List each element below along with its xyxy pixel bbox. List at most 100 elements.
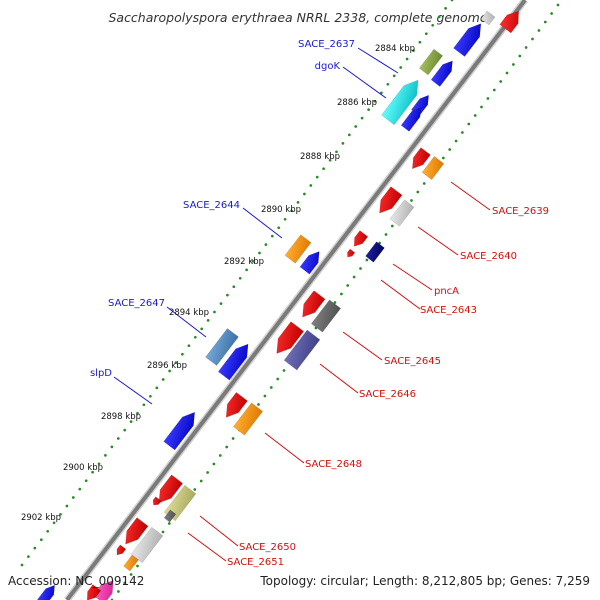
- gene-arrow[interactable]: [374, 186, 403, 218]
- gene-label[interactable]: dgoK: [315, 61, 341, 72]
- gene-arrow[interactable]: [400, 105, 425, 132]
- gene-arrow[interactable]: [408, 147, 431, 173]
- gene-arrow[interactable]: [221, 391, 248, 421]
- track-dot: [309, 184, 313, 187]
- gene-label[interactable]: SACE_2644: [183, 200, 240, 211]
- kbp-tick-label: 2884 kbp: [375, 44, 415, 54]
- gene-label[interactable]: slpD: [90, 368, 112, 379]
- gene-arrow[interactable]: [381, 75, 424, 126]
- track-dot: [20, 563, 24, 567]
- gene-arrow[interactable]: [270, 321, 305, 359]
- gene-arrow[interactable]: [36, 582, 58, 600]
- gene-label[interactable]: SACE_2639: [492, 206, 549, 217]
- track-dot: [129, 420, 133, 423]
- track-dot: [129, 573, 133, 576]
- gene-label[interactable]: SACE_2646: [359, 389, 416, 400]
- track-dot: [167, 522, 171, 525]
- gene-label[interactable]: SACE_2640: [460, 251, 517, 262]
- track-dot: [46, 529, 50, 533]
- kbp-tick-label: 2898 kbp: [101, 412, 141, 422]
- genome-backbone: [64, 0, 528, 600]
- gene-arrow[interactable]: [430, 58, 457, 87]
- gene-block[interactable]: [163, 509, 177, 523]
- kbp-tick-label: 2902 kbp: [21, 513, 61, 523]
- track-dot: [543, 20, 547, 24]
- track-dot: [238, 276, 242, 280]
- gene-label[interactable]: SACE_2650: [239, 542, 296, 553]
- track-dot: [492, 88, 496, 92]
- gene-arrow[interactable]: [350, 230, 369, 250]
- topology-text: Topology: circular; Length: 8,212,805 bp…: [259, 574, 590, 588]
- gene-arrow[interactable]: [92, 576, 119, 600]
- track-dot: [461, 131, 464, 134]
- track-dot: [367, 108, 370, 111]
- gene-label[interactable]: SACE_2648: [305, 459, 362, 470]
- gene-arrow[interactable]: [163, 408, 201, 451]
- track-dot: [276, 377, 280, 381]
- gene-block[interactable]: [389, 199, 415, 227]
- map-title: Saccharopolyspora erythraea NRRL 2338, c…: [108, 10, 487, 25]
- track-dot: [454, 139, 458, 143]
- track-dot: [467, 122, 471, 126]
- gene-block[interactable]: [421, 155, 445, 181]
- track-dot: [78, 487, 82, 491]
- gene-block[interactable]: [418, 48, 444, 76]
- gene-arrow[interactable]: [153, 474, 184, 507]
- track-dot: [149, 394, 152, 398]
- track-dot: [347, 133, 351, 137]
- gene-label[interactable]: SACE_2643: [420, 305, 477, 316]
- gene-arrow[interactable]: [83, 584, 102, 600]
- track-dot: [116, 437, 120, 440]
- gene-label[interactable]: SACE_2651: [227, 557, 284, 568]
- track-dot: [341, 142, 345, 145]
- gene-block[interactable]: [123, 554, 139, 572]
- track-dot: [104, 454, 107, 457]
- gene-label[interactable]: SACE_2637: [298, 39, 355, 50]
- gene-block[interactable]: [480, 10, 496, 26]
- track-dot: [39, 538, 43, 542]
- gene-label[interactable]: pncA: [434, 286, 459, 297]
- reverse-gene-labels: SACE_2639 SACE_2640 pncA SACE_2643 SACE_…: [227, 206, 549, 568]
- gene-arrow[interactable]: [120, 517, 149, 549]
- track-dot: [117, 590, 120, 593]
- track-dot: [232, 285, 236, 289]
- track-dot: [123, 581, 127, 585]
- gene-label[interactable]: SACE_2645: [384, 356, 441, 367]
- kbp-tick-label: 2892 kbp: [224, 257, 264, 267]
- gene-arrow[interactable]: [499, 7, 524, 34]
- gene-arrow[interactable]: [453, 19, 487, 57]
- track-dot: [410, 199, 413, 202]
- track-dot: [258, 251, 261, 255]
- track-dot: [473, 114, 477, 117]
- gene-block[interactable]: [130, 526, 164, 564]
- track-dot: [450, 0, 454, 2]
- gene-block[interactable]: [310, 299, 342, 333]
- track-dot: [499, 80, 503, 83]
- gene-block[interactable]: [205, 328, 239, 366]
- kbp-tick-label: 2890 kbp: [261, 205, 301, 215]
- gene-arrow[interactable]: [217, 340, 253, 381]
- track-dot: [283, 217, 287, 221]
- track-dot: [296, 201, 300, 204]
- track-dot: [277, 226, 281, 230]
- gene-label[interactable]: SACE_2647: [108, 298, 165, 309]
- gene-arrow[interactable]: [299, 248, 324, 275]
- track-dot: [161, 530, 165, 534]
- track-dot: [206, 471, 209, 474]
- gene-block[interactable]: [283, 329, 321, 371]
- track-dot: [91, 470, 94, 474]
- track-dot: [226, 293, 229, 297]
- track-dot: [505, 71, 509, 75]
- gene-arrow[interactable]: [151, 496, 162, 508]
- gene-arrow[interactable]: [297, 290, 326, 322]
- gene-block[interactable]: [284, 234, 312, 264]
- gene-arrow[interactable]: [345, 248, 356, 259]
- gene-arrow[interactable]: [114, 544, 127, 557]
- track-dot: [335, 150, 338, 154]
- track-dot: [263, 394, 267, 398]
- track-dot: [123, 428, 127, 432]
- gene-block[interactable]: [365, 241, 385, 263]
- track-dot: [136, 564, 139, 568]
- track-dot: [422, 182, 426, 185]
- gene-block[interactable]: [232, 402, 264, 436]
